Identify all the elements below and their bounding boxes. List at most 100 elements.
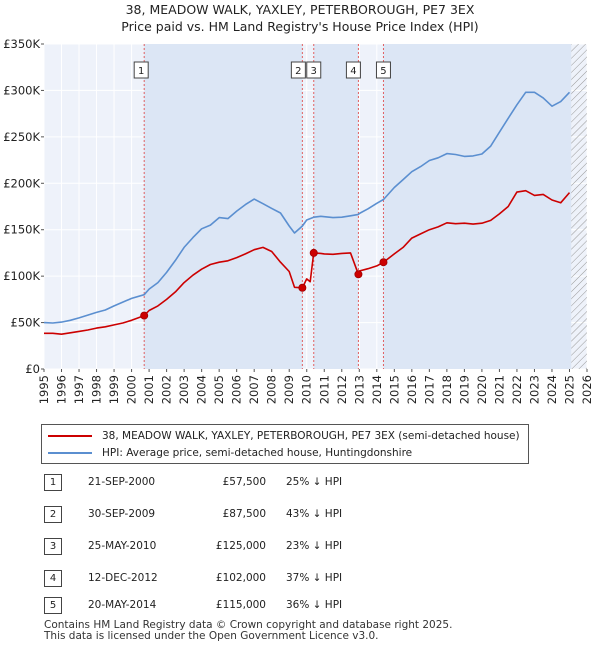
sale-row: 3 25-MAY-2010 £125,000 23% ↓ HPI: [0, 538, 600, 556]
footer-license: This data is licensed under the Open Gov…: [44, 630, 379, 642]
sale-point: [298, 283, 307, 292]
x-tick-label: 2018: [440, 375, 454, 404]
x-tick-label: 2019: [457, 375, 471, 404]
hpi-line: [43, 91, 571, 324]
shaded-period: [144, 44, 303, 369]
y-tick-label: £300K: [3, 83, 40, 97]
x-tick-label: 2024: [545, 375, 559, 404]
x-tick-label: 1996: [55, 375, 69, 404]
x-tick-label: 2022: [510, 375, 524, 404]
y-tick-label: £150K: [3, 223, 40, 237]
x-tick-label: 2017: [422, 375, 436, 404]
legend-swatch-hpi: [48, 452, 92, 454]
sale-price: £125,000: [215, 540, 266, 552]
x-tick-label: 2011: [317, 375, 331, 404]
footer: Contains HM Land Registry data © Crown c…: [44, 620, 452, 642]
sale-price: £115,000: [215, 599, 266, 611]
x-tick-label: 2015: [387, 375, 401, 404]
sale-date: 21-SEP-2000: [88, 476, 156, 488]
sale-label-text: 2: [295, 66, 301, 77]
x-tick-label: 2023: [527, 375, 541, 404]
sale-number: 3: [44, 538, 62, 555]
y-tick-label: £350K: [3, 37, 40, 51]
x-tick-label: 2013: [352, 375, 366, 404]
x-tick-label: 2026: [580, 375, 594, 404]
x-tick-label: 2025: [562, 375, 576, 404]
x-tick-label: 2020: [475, 375, 489, 404]
sale-price: £102,000: [215, 572, 266, 584]
sale-row: 2 30-SEP-2009 £87,500 43% ↓ HPI: [0, 506, 600, 524]
sale-number: 1: [44, 474, 62, 491]
sale-label-box: [290, 61, 306, 79]
y-tick-label: £100K: [3, 269, 40, 283]
sale-row: 5 20-MAY-2014 £115,000 36% ↓ HPI: [0, 597, 600, 615]
sale-row: 4 12-DEC-2012 £102,000 37% ↓ HPI: [0, 570, 600, 588]
x-tick-label: 1995: [37, 375, 51, 404]
sale-point: [309, 248, 318, 257]
future-hatch: [571, 44, 587, 369]
x-tick-label: 2021: [492, 375, 506, 404]
sale-date: 20-MAY-2014: [88, 599, 157, 611]
sale-hpi-delta: 23% ↓ HPI: [286, 540, 343, 552]
sale-hpi-delta: 25% ↓ HPI: [286, 476, 343, 488]
y-tick-label: £250K: [3, 130, 40, 144]
x-tick-label: 2010: [300, 375, 314, 404]
sale-label-text: 5: [380, 66, 386, 77]
sale-hpi-delta: 43% ↓ HPI: [286, 508, 343, 520]
sale-number: 4: [44, 570, 62, 587]
x-tick-label: 2007: [247, 375, 261, 404]
sale-price: £87,500: [222, 508, 266, 520]
sale-label-box: [345, 61, 361, 79]
sale-label: 1: [133, 61, 149, 79]
x-tick-label: 2000: [125, 375, 139, 404]
x-tick-label: 2008: [265, 375, 279, 404]
y-tick-label: £200K: [3, 176, 40, 190]
sale-hpi-delta: 36% ↓ HPI: [286, 599, 343, 611]
x-tick-label: 2005: [212, 375, 226, 404]
sale-label: 4: [345, 61, 361, 79]
x-tick-label: 2002: [160, 375, 174, 404]
x-tick-label: 1998: [90, 375, 104, 404]
x-tick-label: 2016: [405, 375, 419, 404]
sale-price: £57,500: [222, 476, 266, 488]
sale-number: 5: [44, 597, 62, 614]
shaded-period: [313, 44, 359, 369]
footer-copyright: Contains HM Land Registry data © Crown c…: [44, 619, 453, 631]
x-tick-label: 1999: [107, 375, 121, 404]
sale-label-box: [306, 61, 322, 79]
sale-label-box: [133, 61, 149, 79]
chart-title: 38, MEADOW WALK, YAXLEY, PETERBOROUGH, P…: [125, 2, 475, 17]
sale-label: 5: [375, 61, 391, 79]
sale-label-text: 1: [138, 66, 144, 77]
legend-swatch-price: [48, 435, 92, 437]
x-tick-label: 1997: [72, 375, 86, 404]
sale-hpi-delta: 37% ↓ HPI: [286, 572, 343, 584]
y-tick-label: £50K: [11, 316, 41, 330]
x-tick-label: 2014: [370, 375, 384, 404]
sale-label: 2: [290, 61, 306, 79]
x-tick-label: 2003: [177, 375, 191, 404]
legend-label-price: 38, MEADOW WALK, YAXLEY, PETERBOROUGH, P…: [102, 430, 520, 442]
sale-point: [379, 258, 388, 267]
chart-subtitle: Price paid vs. HM Land Registry's House …: [121, 19, 479, 34]
sale-label-box: [375, 61, 391, 79]
chart-legend: 38, MEADOW WALK, YAXLEY, PETERBOROUGH, P…: [41, 424, 529, 464]
sale-label: 3: [306, 61, 322, 79]
x-tick-label: 2009: [282, 375, 296, 404]
sale-date: 30-SEP-2009: [88, 508, 156, 520]
sale-point: [140, 311, 149, 320]
legend-label-hpi: HPI: Average price, semi-detached house,…: [102, 447, 413, 459]
x-tick-label: 2006: [230, 375, 244, 404]
sale-date: 12-DEC-2012: [88, 572, 158, 584]
y-tick-label: £0: [25, 362, 40, 376]
price-paid-line: [44, 189, 571, 335]
sale-point: [354, 270, 363, 279]
legend-item-hpi: HPI: Average price, semi-detached house,…: [48, 445, 412, 461]
sale-row: 1 21-SEP-2000 £57,500 25% ↓ HPI: [0, 474, 600, 492]
sale-number: 2: [44, 506, 62, 523]
sale-label-text: 4: [350, 66, 356, 77]
legend-item-price: 38, MEADOW WALK, YAXLEY, PETERBOROUGH, P…: [48, 428, 520, 444]
x-tick-label: 2004: [195, 375, 209, 404]
x-tick-label: 2001: [142, 375, 156, 404]
